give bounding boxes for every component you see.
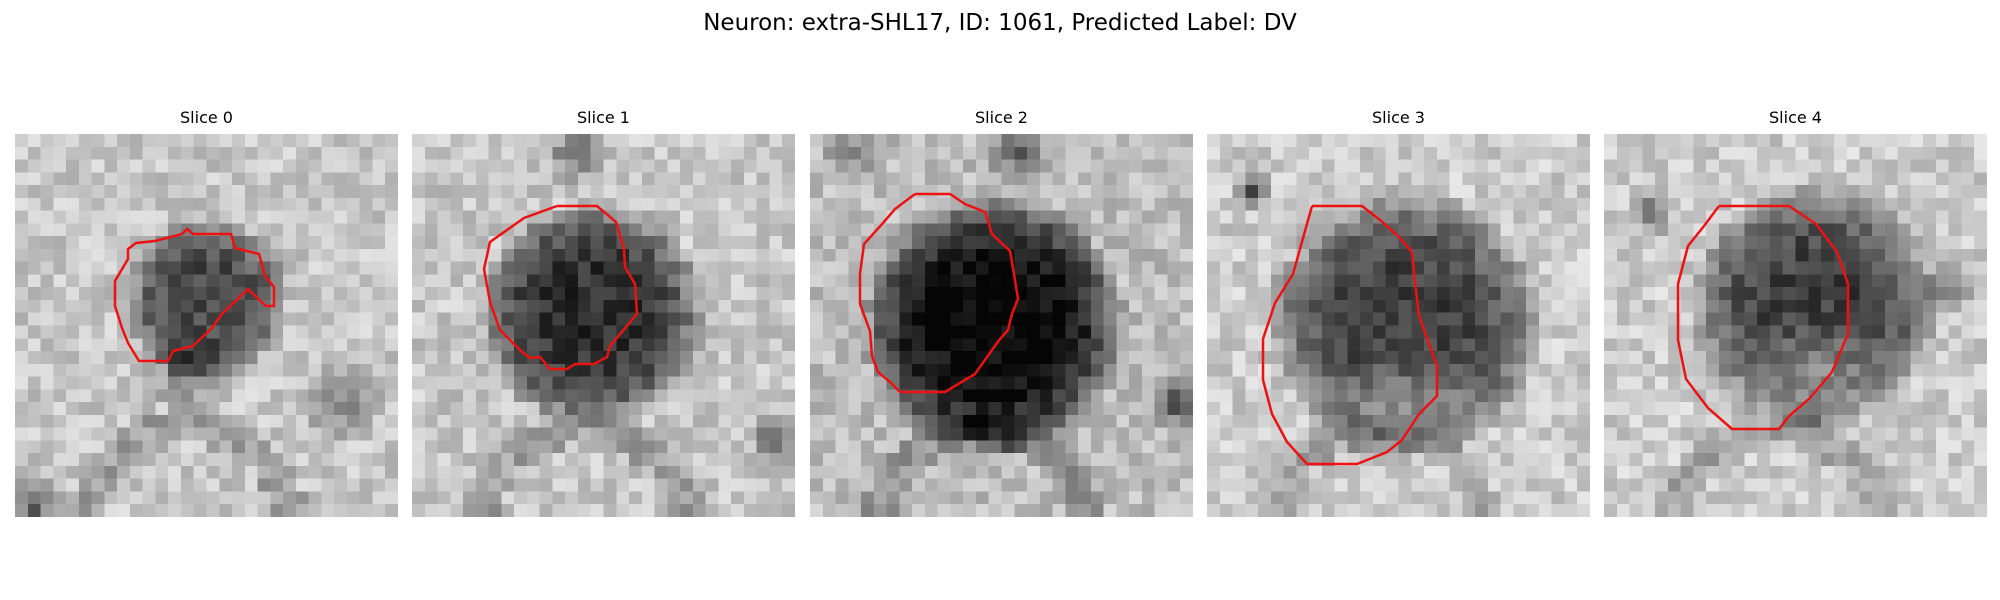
- contour-line: [1676, 204, 1850, 431]
- slice-image: [412, 134, 795, 517]
- contour-line: [113, 227, 276, 363]
- contour-line: [858, 192, 1020, 394]
- cell-contour: [113, 227, 276, 363]
- cell-contour: [858, 192, 1020, 394]
- slice-title: Slice 3: [1372, 108, 1425, 127]
- slice-image: [810, 134, 1193, 517]
- slice-panel-2: Slice 2: [810, 108, 1193, 517]
- slice-image: [1604, 134, 1987, 517]
- slice-title: Slice 0: [180, 108, 233, 127]
- slice-panel-3: Slice 3: [1207, 108, 1590, 517]
- slice-image: [15, 134, 398, 517]
- slice-title: Slice 1: [577, 108, 630, 127]
- slice-panel-4: Slice 4: [1604, 108, 1987, 517]
- slice-title: Slice 4: [1769, 108, 1822, 127]
- cell-contour: [482, 204, 639, 371]
- cell-contour: [1261, 204, 1439, 466]
- cell-contour: [1676, 204, 1850, 431]
- slice-image: [1207, 134, 1590, 517]
- slice-title: Slice 2: [975, 108, 1028, 127]
- contour-line: [1261, 204, 1439, 466]
- figure-title: Neuron: extra-SHL17, ID: 1061, Predicted…: [703, 10, 1297, 36]
- slice-panel-0: Slice 0: [15, 108, 398, 517]
- contour-line: [482, 204, 639, 371]
- slice-panel-1: Slice 1: [412, 108, 795, 517]
